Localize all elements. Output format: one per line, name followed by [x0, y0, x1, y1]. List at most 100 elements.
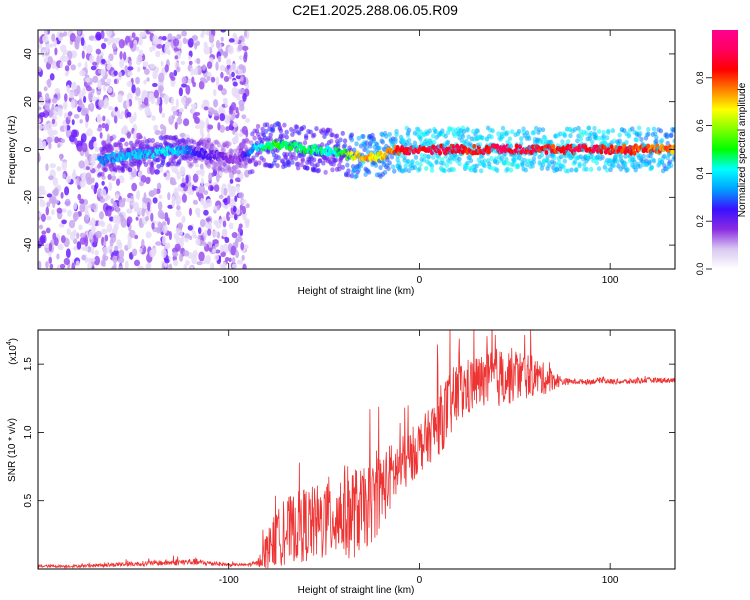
spectrogram-halo-mark: [482, 163, 487, 169]
spectrogram-noise-mark: [82, 95, 87, 104]
spectrogram-x-tick-label: -100: [219, 275, 239, 286]
spectrogram-noise-mark: [168, 263, 173, 269]
spectrogram-halo-mark: [500, 133, 506, 139]
spectrogram-halo-mark: [330, 132, 335, 138]
spectrogram-noise-mark: [105, 30, 113, 38]
spectrogram-noise-mark: [236, 185, 240, 193]
spectrogram-noise-mark: [136, 55, 143, 62]
spectrogram-noise-mark: [192, 173, 199, 183]
spectrogram-noise-mark: [109, 238, 114, 247]
spectrogram-noise-mark: [64, 65, 70, 72]
spectrogram-halo-mark: [636, 125, 642, 131]
spectrogram-noise-mark: [124, 64, 128, 75]
spectrogram-noise-mark: [79, 236, 86, 245]
spectrogram-halo-mark: [552, 160, 557, 166]
spectrogram-noise-mark: [38, 66, 42, 73]
spectrogram-noise-mark: [179, 132, 186, 138]
spectrogram-noise-mark: [208, 34, 215, 44]
snr-y-multiplier-close: ): [8, 338, 19, 341]
spectrogram-halo-mark: [364, 140, 369, 146]
spectrogram-halo-mark: [540, 127, 546, 133]
spectrogram-noise-mark: [98, 220, 102, 226]
spectrogram-halo-mark: [340, 164, 345, 170]
spectrogram-noise-mark: [187, 38, 194, 48]
spectrogram-halo-mark: [290, 159, 295, 165]
spectrogram-halo-mark: [250, 169, 255, 175]
spectrogram-noise-mark: [220, 30, 227, 33]
spectrogram-noise-mark: [222, 243, 229, 254]
spectrogram-noise-mark: [118, 265, 124, 269]
spectrogram-halo-mark: [520, 162, 525, 168]
spectrogram-noise-mark: [61, 219, 67, 225]
spectrogram-noise-mark: [184, 233, 191, 240]
spectrogram-noise-mark: [203, 209, 209, 216]
spectrogram-halo-mark: [417, 166, 422, 172]
spectrogram-halo-mark: [614, 154, 619, 160]
spectrogram-halo-mark: [450, 127, 455, 133]
spectrogram-noise-mark: [145, 263, 150, 269]
spectrogram-halo-mark: [466, 134, 471, 140]
spectrogram-noise-mark: [46, 215, 52, 221]
spectrogram-halo-mark: [482, 158, 487, 164]
spectrogram-halo-mark: [465, 126, 470, 132]
spectrogram-noise-mark: [191, 255, 198, 265]
spectrogram-halo-mark: [389, 154, 395, 160]
spectrogram-track-mark: [551, 143, 556, 150]
spectrogram-halo-mark: [575, 138, 580, 144]
spectrogram-noise-mark: [183, 263, 188, 269]
spectrogram-noise-mark: [188, 207, 193, 217]
spectrogram-halo-mark: [311, 157, 317, 163]
spectrogram-noise-mark: [81, 254, 86, 261]
spectrogram-noise-mark: [126, 131, 131, 139]
spectrogram-halo-mark: [392, 168, 397, 174]
snr-y-ticks: 0.5 1.0 1.5: [23, 357, 675, 508]
spectrogram-noise-mark: [179, 166, 186, 176]
spectrogram-halo-mark: [596, 166, 602, 172]
spectrogram-halo-mark: [365, 149, 371, 155]
spectrogram-noise-mark: [107, 106, 113, 111]
spectrogram-halo-mark: [330, 167, 335, 173]
spectrogram-noise-mark: [241, 199, 247, 204]
spectrogram-noise-mark: [152, 188, 158, 196]
spectrogram-halo-mark: [638, 163, 643, 169]
spectrogram-halo-mark: [386, 166, 391, 172]
snr-x-tick-label: 100: [602, 575, 619, 586]
spectrogram-noise-mark: [214, 254, 220, 261]
spectrogram-halo-mark: [424, 166, 429, 172]
spectrogram-noise-mark: [148, 30, 156, 33]
spectrogram-noise-mark: [220, 251, 227, 258]
spectrogram-noise-mark: [88, 257, 96, 263]
spectrogram-noise-mark: [232, 139, 239, 144]
spectrogram-noise-mark: [82, 87, 86, 97]
spectrogram-noise-mark: [57, 142, 61, 148]
spectrogram-noise-mark: [104, 234, 109, 242]
spectrogram-noise-mark: [79, 198, 85, 205]
spectrogram-noise-mark: [106, 133, 111, 143]
spectrogram-noise-mark: [103, 240, 107, 247]
spectrogram-noise-mark: [129, 40, 134, 49]
spectrogram-noise-mark: [152, 70, 158, 80]
spectrogram-noise-mark: [154, 124, 159, 130]
spectrogram-noise-mark: [200, 167, 205, 177]
spectrogram-noise-mark: [174, 243, 181, 252]
spectrogram-halo-mark: [406, 137, 412, 143]
spectrogram-halo-mark: [658, 128, 664, 134]
spectrogram-noise-mark: [156, 39, 163, 45]
spectrogram-halo-mark: [651, 126, 657, 132]
spectrogram-noise-mark: [215, 76, 220, 87]
spectrogram-halo-mark: [235, 163, 240, 169]
spectrogram-noise-mark: [158, 194, 163, 199]
spectrogram-noise-mark: [172, 251, 179, 257]
spectrogram-halo-mark: [390, 164, 396, 170]
spectrogram-noise-mark: [133, 111, 137, 122]
spectrogram-noise-mark: [154, 129, 161, 136]
spectrogram-noise-mark: [192, 199, 198, 205]
spectrogram-noise-mark: [228, 73, 232, 80]
spectrogram-halo-mark: [309, 161, 315, 167]
spectrogram-noise-mark: [200, 132, 205, 138]
spectrogram-noise-mark: [137, 66, 141, 73]
spectrogram-noise-mark: [202, 79, 208, 84]
spectrogram-halo-mark: [278, 128, 284, 134]
spectrogram-halo-mark: [495, 160, 500, 166]
spectrogram-noise-mark: [89, 154, 96, 164]
